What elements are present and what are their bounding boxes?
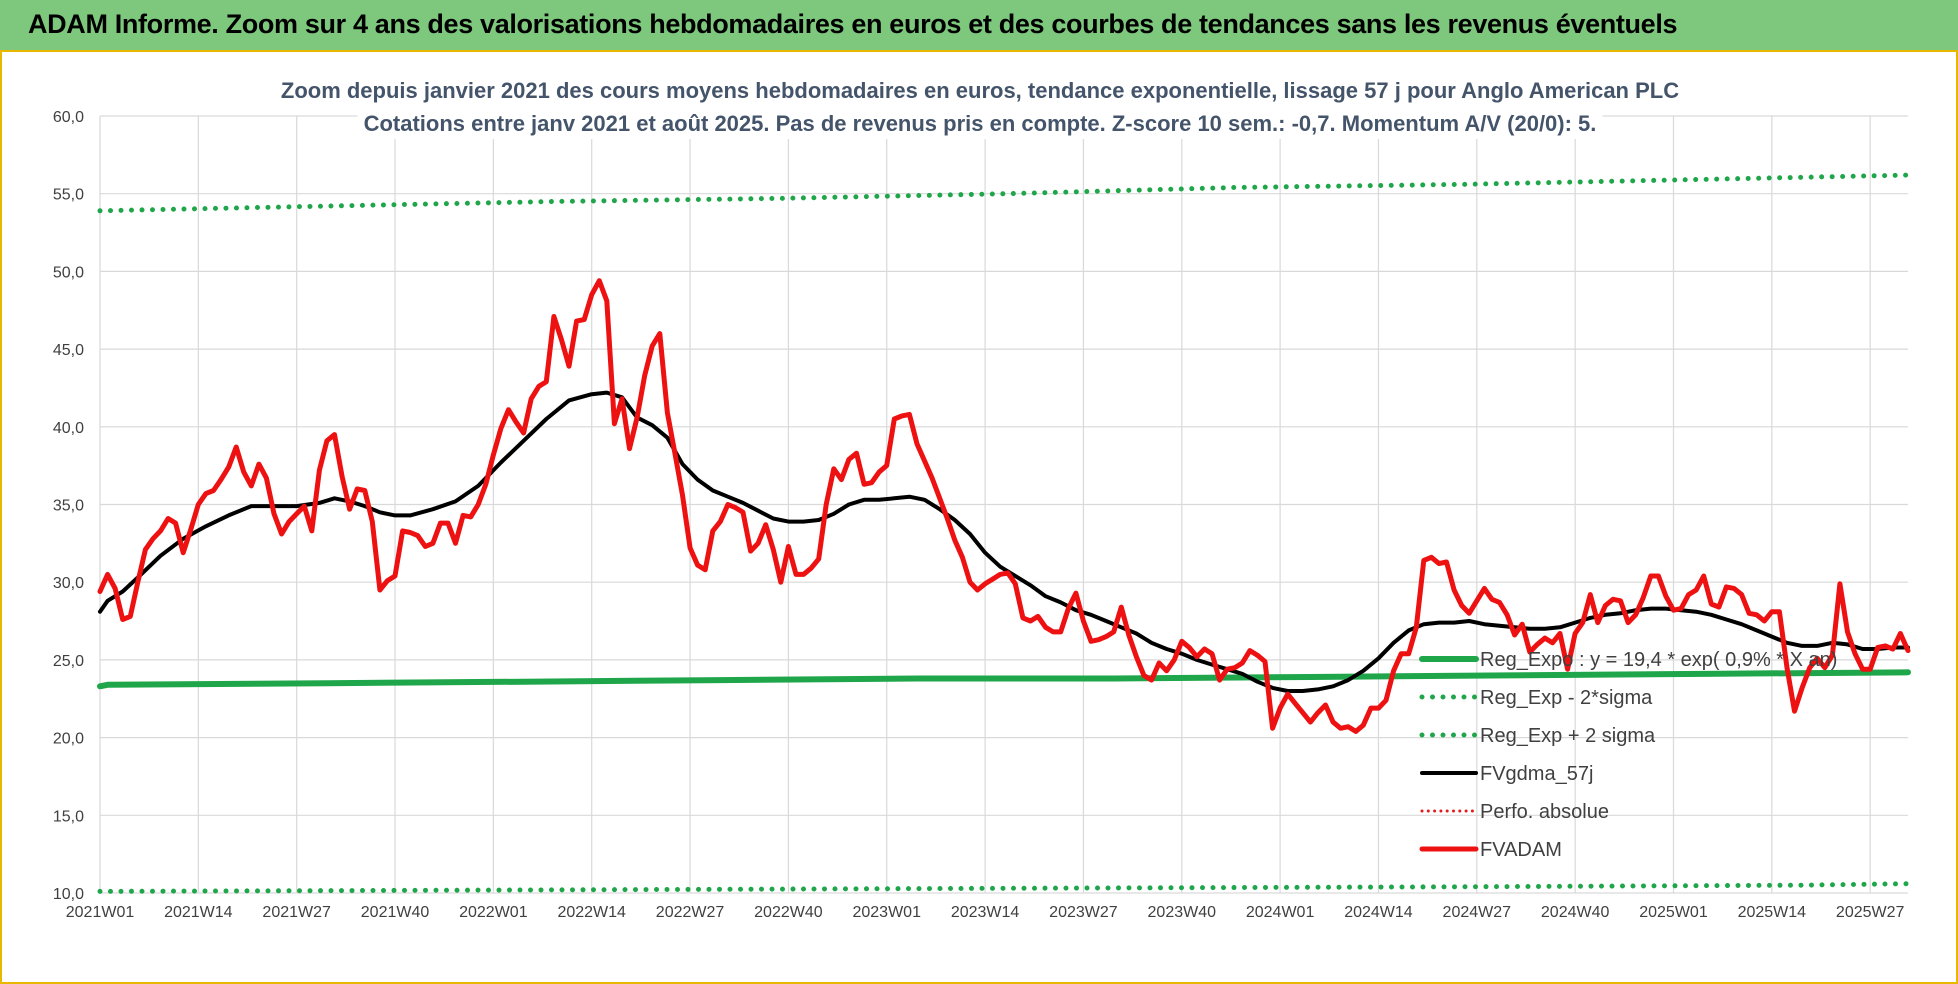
series-line-reg-exp-2-sigma: [97, 172, 1911, 214]
x-tick-label: 2025W27: [1836, 904, 1905, 921]
chart-title: Zoom depuis janvier 2021 des cours moyen…: [274, 74, 1686, 139]
legend-entry: Reg_Expo : y = 19,4 * exp( 0,9% * X an): [1419, 649, 1837, 671]
y-axis: 10,0 15,0 20,0 25,0 30,0 35,0 40,0 45,0 50,0 55,0…: [53, 109, 84, 903]
x-tick-label: 2022W40: [754, 904, 823, 921]
x-tick-label: 2022W01: [459, 904, 528, 921]
title-background: [274, 74, 1686, 106]
x-tick-label: 2024W27: [1443, 904, 1512, 921]
x-tick-label: 2025W01: [1639, 904, 1708, 921]
chart-title-line: Zoom depuis janvier 2021 des cours moyen…: [281, 78, 1679, 103]
x-axis: 2021W01 2021W14 2021W27 2021W40 2022W01 2022W…: [66, 904, 1905, 921]
x-tick-label: 2024W01: [1246, 904, 1315, 921]
series-line-fvgdma-57j: [98, 390, 1910, 693]
y-tick-label: 40,0: [53, 420, 84, 437]
legend-label: Perfo. absolue: [1480, 801, 1609, 823]
y-tick-label: 15,0: [53, 808, 84, 825]
banner-title: ADAM Informe. Zoom sur 4 ans des valoris…: [28, 9, 1678, 39]
x-tick-label: 2024W14: [1344, 904, 1413, 921]
x-tick-label: 2022W14: [557, 904, 626, 921]
title-background: [357, 107, 1603, 139]
banner: ADAM Informe. Zoom sur 4 ans des valoris…: [0, 0, 1958, 52]
chart-title-line: Cotations entre janv 2021 et août 2025. …: [364, 111, 1597, 136]
series-line-reg-exp-2-sigma: [97, 881, 1911, 894]
x-tick-label: 2023W27: [1049, 904, 1118, 921]
y-tick-label: 25,0: [53, 653, 84, 670]
y-tick-label: 60,0: [53, 109, 84, 126]
x-tick-label: 2023W14: [951, 904, 1020, 921]
x-tick-label: 2024W40: [1541, 904, 1610, 921]
series-line-fvadam: [97, 278, 1911, 734]
x-tick-label: 2021W01: [66, 904, 135, 921]
y-tick-label: 55,0: [53, 187, 84, 204]
y-tick-label: 50,0: [53, 264, 84, 281]
legend-entry: FVgdma_57j: [1420, 763, 1593, 785]
y-tick-label: 20,0: [53, 731, 84, 748]
y-tick-label: 45,0: [53, 342, 84, 359]
legend-entry: Perfo. absolue: [1420, 801, 1609, 823]
x-tick-label: 2023W01: [852, 904, 921, 921]
y-tick-label: 30,0: [53, 575, 84, 592]
series-lines: [97, 172, 1911, 894]
legend-label: FVADAM: [1480, 839, 1562, 861]
legend-entry: FVADAM: [1419, 839, 1562, 861]
grid: [99, 115, 1908, 894]
x-tick-label: 2021W40: [361, 904, 430, 921]
legend-label: Reg_Exp - 2*sigma: [1480, 687, 1653, 709]
x-tick-label: 2021W14: [164, 904, 233, 921]
chart-frame: 10,0 15,0 20,0 25,0 30,0 35,0 40,0 45,0 50,0 55,0…: [0, 52, 1958, 984]
legend-label: Reg_Exp + 2 sigma: [1480, 725, 1656, 747]
legend-entry: Reg_Exp + 2 sigma: [1419, 725, 1656, 747]
y-tick-label: 10,0: [53, 886, 84, 903]
legend: Reg_Expo : y = 19,4 * exp( 0,9% * X an) R…: [1419, 649, 1837, 861]
series-line-reg-expo-y-19-4-exp-0-9-x-an: [97, 669, 1911, 690]
line-chart: 10,0 15,0 20,0 25,0 30,0 35,0 40,0 45,0 50,0 55,0…: [53, 74, 1911, 921]
legend-entry: Reg_Exp - 2*sigma: [1419, 687, 1653, 709]
legend-label: FVgdma_57j: [1480, 763, 1593, 785]
legend-label: Reg_Expo : y = 19,4 * exp( 0,9% * X an): [1480, 649, 1837, 671]
x-tick-label: 2021W27: [262, 904, 331, 921]
y-tick-label: 35,0: [53, 498, 84, 515]
x-tick-label: 2025W14: [1738, 904, 1807, 921]
x-tick-label: 2022W27: [656, 904, 725, 921]
x-tick-label: 2023W40: [1148, 904, 1217, 921]
